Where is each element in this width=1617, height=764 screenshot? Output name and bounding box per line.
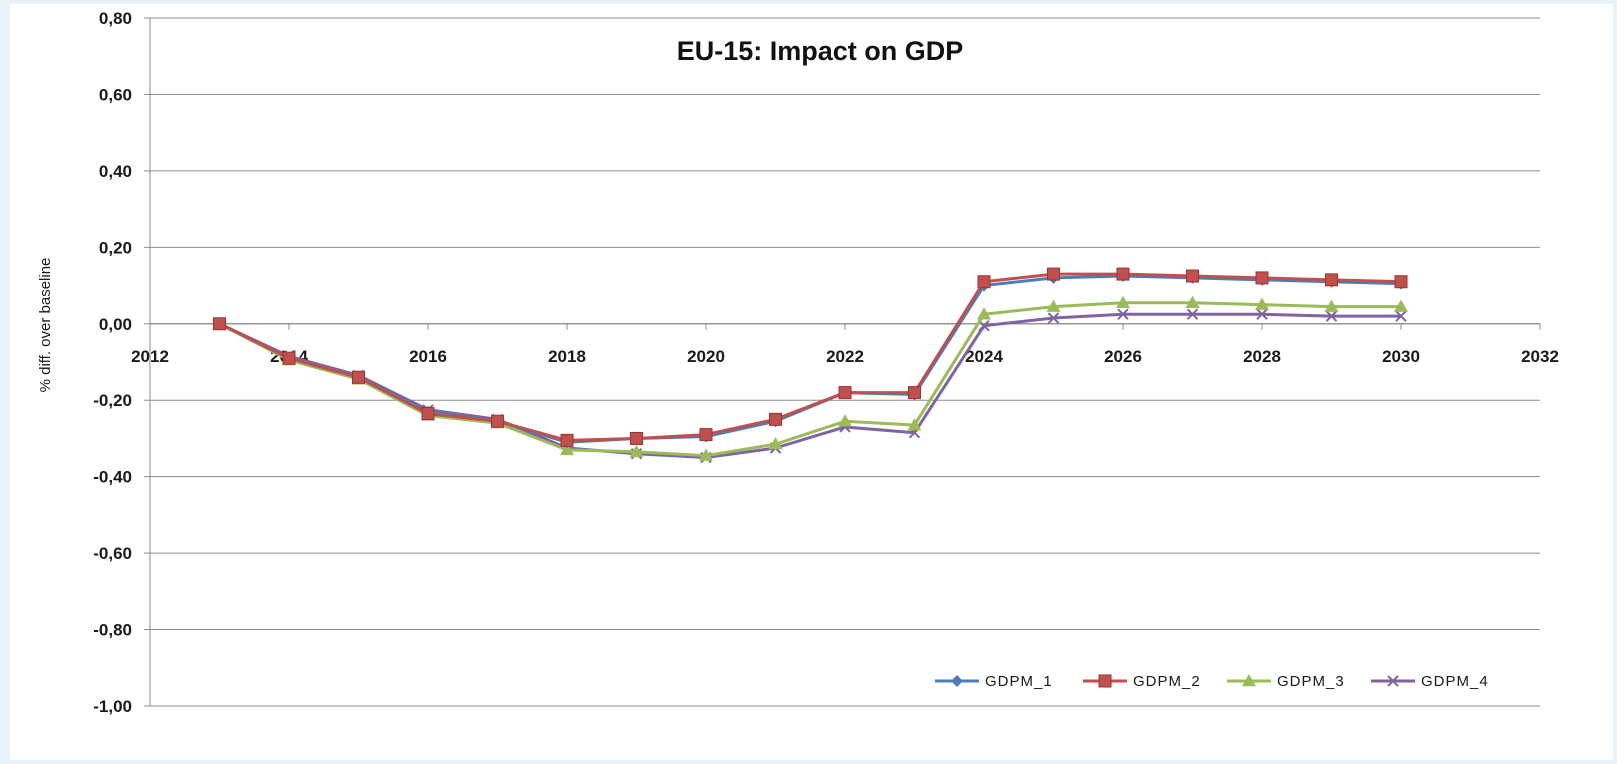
x-tick-label: 2012 — [131, 347, 169, 366]
chart-frame: 0,80 0,60 0,40 0,20 0,00 -0,20 -0,40 -0,60 -0,80… — [10, 4, 1613, 760]
y-tick-label: -0,60 — [93, 544, 132, 563]
data-point — [977, 275, 991, 289]
y-tick-label: 0,60 — [99, 85, 132, 104]
y-tick-label: -0,80 — [93, 621, 132, 640]
y-tick-label: -0,20 — [93, 391, 132, 410]
x-tick-label: 2024 — [965, 347, 1003, 366]
series-gdpm-1 — [213, 270, 1407, 449]
marker-stroke — [1395, 310, 1407, 322]
x-tick-label: 2032 — [1521, 347, 1559, 366]
marker-stroke — [1047, 312, 1060, 324]
data-point — [1185, 295, 1200, 309]
data-point — [213, 317, 226, 331]
legend-item: GDPM_3 — [1227, 673, 1345, 690]
data-point — [629, 444, 644, 458]
chart-title: EU-15: Impact on GDP — [677, 36, 964, 66]
data-point — [421, 407, 435, 421]
series-line — [218, 272, 1402, 442]
data-point — [1394, 275, 1408, 289]
data-point — [560, 442, 574, 456]
marker-stroke — [978, 319, 990, 332]
x-tick-label: 2018 — [548, 347, 586, 366]
data-point — [1325, 273, 1338, 287]
data-point — [1186, 269, 1199, 283]
series-gdpm-4 — [213, 308, 1407, 464]
legend: GDPM_1 GDPM_2 GDPM_3 GDPM_4 — [935, 673, 1489, 690]
legend-marker — [1098, 674, 1112, 688]
data-point — [1047, 267, 1060, 281]
y-tick-label: 0,20 — [99, 238, 132, 257]
x-tick-label: 2016 — [409, 347, 447, 366]
series-line — [218, 312, 1401, 460]
legend-item: GDPM_2 — [1083, 673, 1201, 690]
legend-label: GDPM_1 — [985, 673, 1053, 690]
series-gdpm-2 — [213, 267, 1408, 447]
data-point — [838, 386, 852, 400]
legend-item: GDPM_4 — [1371, 673, 1489, 690]
series-line — [218, 301, 1401, 458]
data-point — [1046, 299, 1061, 312]
data-point — [769, 412, 782, 426]
data-point — [1117, 308, 1129, 320]
data-point — [1047, 312, 1060, 324]
y-tick-label: 0,80 — [99, 9, 132, 28]
data-point — [352, 370, 365, 384]
data-point — [1324, 299, 1339, 312]
x-tick-label: 2020 — [687, 347, 725, 366]
series-line — [218, 274, 1402, 444]
legend-label: GDPM_3 — [1277, 673, 1345, 690]
data-point — [560, 433, 574, 447]
y-tick-label: -0,40 — [93, 468, 132, 487]
data-point — [1186, 308, 1199, 320]
y-tick-label: 0,40 — [99, 162, 132, 181]
line-chart: 0,80 0,60 0,40 0,20 0,00 -0,20 -0,40 -0,60 -0,80… — [37, 9, 1559, 716]
legend-item: GDPM_1 — [935, 673, 1053, 690]
legend-label: GDPM_2 — [1133, 673, 1201, 690]
x-tick-label: 2026 — [1104, 347, 1142, 366]
data-point — [977, 307, 991, 320]
y-axis-title: % diff. over baseline — [37, 258, 54, 393]
legend-label: GDPM_4 — [1421, 673, 1489, 690]
legend-marker — [951, 675, 963, 687]
data-point — [1394, 299, 1408, 312]
data-point — [491, 414, 504, 428]
data-point — [1395, 310, 1407, 322]
axes: 0,80 0,60 0,40 0,20 0,00 -0,20 -0,40 -0,60 -0,80… — [93, 9, 1559, 716]
data-point — [1116, 267, 1130, 281]
data-point — [908, 386, 921, 400]
x-tick-label: 2028 — [1243, 347, 1281, 366]
marker-stroke — [1325, 310, 1338, 322]
data-point — [699, 448, 713, 461]
series-lines — [212, 267, 1408, 464]
data-point — [1255, 271, 1269, 285]
marker-stroke — [1256, 308, 1268, 320]
data-point — [282, 351, 296, 365]
data-point — [768, 437, 783, 450]
data-point — [1256, 308, 1268, 320]
data-point — [907, 418, 922, 431]
marker-stroke — [1387, 675, 1399, 687]
marker-stroke — [1117, 308, 1129, 320]
y-tick-label: 0,00 — [99, 315, 132, 334]
x-tick-label: 2022 — [826, 347, 864, 366]
data-point — [1116, 295, 1130, 309]
marker-stroke — [1186, 308, 1199, 320]
legend-marker — [1387, 675, 1399, 687]
data-point — [630, 431, 643, 445]
data-point — [1255, 297, 1269, 310]
legend-marker — [1242, 674, 1256, 687]
data-point — [1325, 310, 1338, 322]
data-point — [699, 428, 713, 442]
x-tick-label: 2030 — [1382, 347, 1420, 366]
y-tick-label: -1,00 — [93, 697, 132, 716]
data-point — [838, 414, 852, 427]
